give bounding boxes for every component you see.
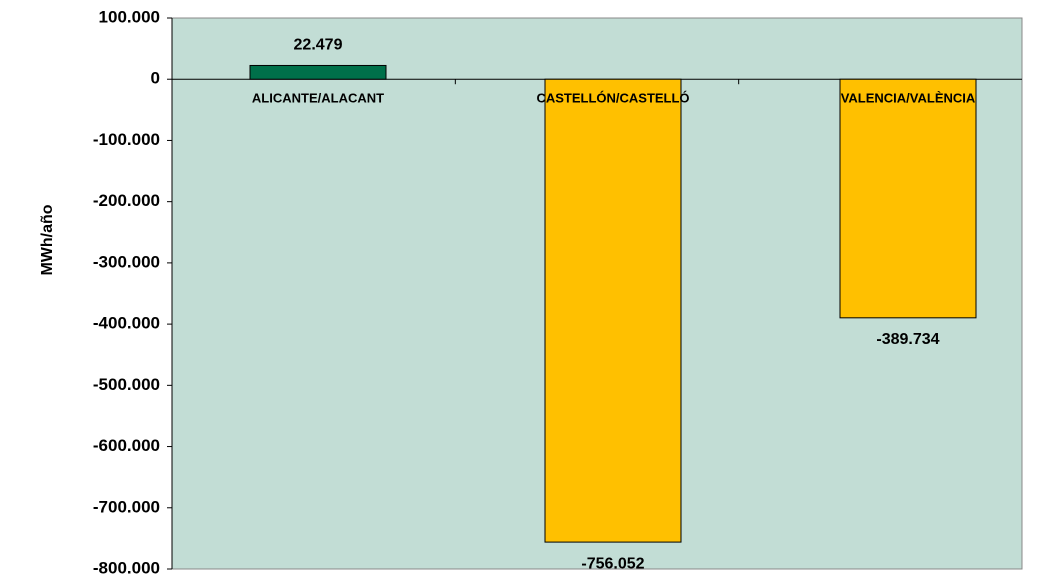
data-label: -389.734 — [876, 331, 939, 348]
bar — [544, 78, 682, 543]
y-tick-label: -200.000 — [93, 191, 160, 210]
y-tick-label: -400.000 — [93, 314, 160, 333]
y-tick-label: -800.000 — [93, 558, 160, 575]
y-tick-label: -100.000 — [93, 130, 160, 149]
y-tick-label: -300.000 — [93, 252, 160, 271]
y-tick-label: -700.000 — [93, 497, 160, 516]
bar — [249, 64, 387, 80]
y-tick-label: 0 — [151, 69, 160, 88]
y-axis-label: MWh/año — [39, 204, 56, 275]
y-tick-label: 100.000 — [99, 7, 160, 26]
x-tick-label: CASTELLÓN/CASTELLÓ — [536, 91, 689, 106]
y-tick-label: -600.000 — [93, 436, 160, 455]
data-label: -756.052 — [581, 555, 644, 572]
y-tick-label: -500.000 — [93, 375, 160, 394]
x-tick-label: VALENCIA/VALÈNCIA — [841, 91, 976, 106]
data-label: 22.479 — [294, 37, 343, 54]
bar — [839, 78, 977, 319]
x-tick-label: ALICANTE/ALACANT — [252, 91, 384, 106]
